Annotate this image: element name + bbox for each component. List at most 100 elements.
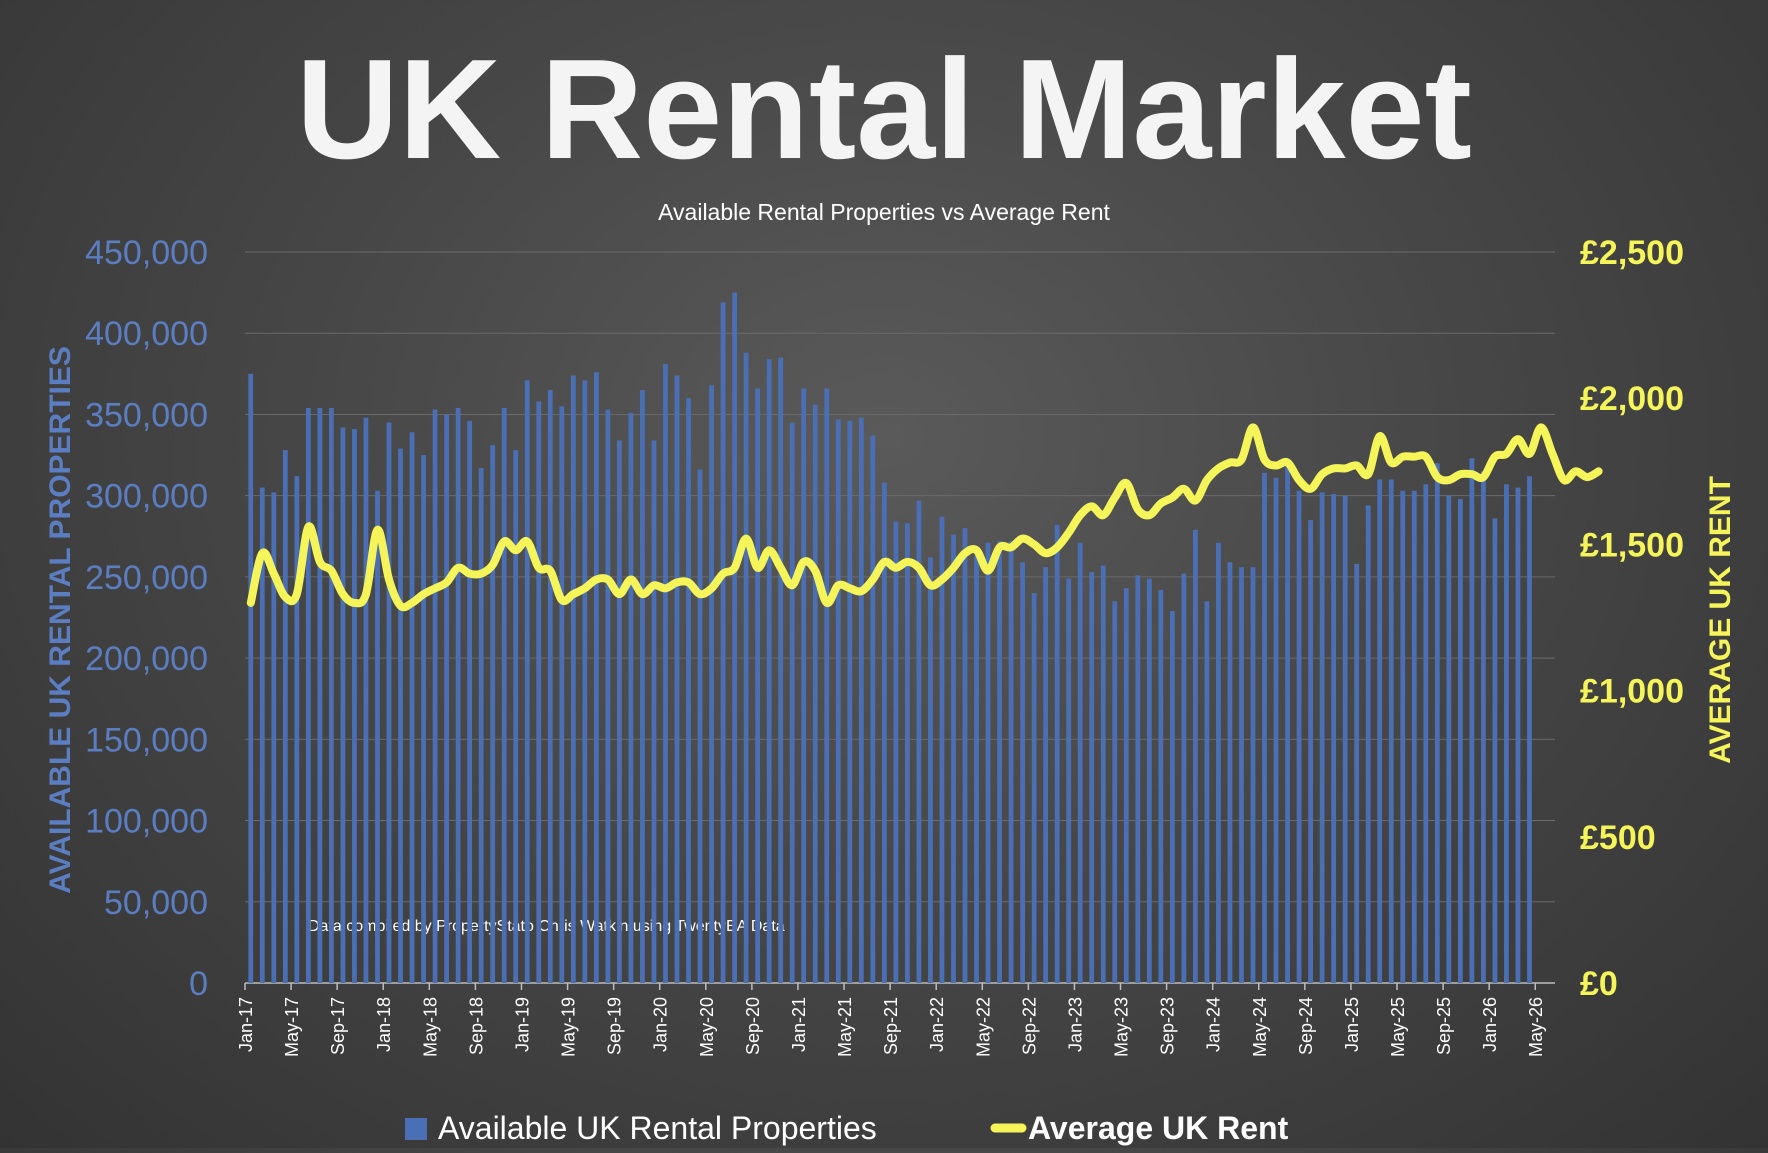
x-tick-label: Jan-20 — [651, 997, 671, 1052]
bar — [329, 407, 334, 983]
bar — [467, 420, 473, 983]
bar — [1169, 611, 1175, 983]
bar — [375, 490, 380, 983]
x-tick-label: Sep-19 — [605, 997, 625, 1055]
bar — [1262, 472, 1267, 983]
x-tick-label: Jan-19 — [512, 997, 532, 1052]
bar — [1077, 542, 1083, 983]
x-tick-label: Jan-21 — [789, 997, 809, 1052]
bar — [974, 555, 979, 983]
bar — [282, 450, 288, 983]
bar — [1365, 505, 1371, 983]
legend-swatch-bars — [405, 1118, 427, 1140]
x-tick-label: May-20 — [697, 997, 717, 1057]
y-right-tick-label: £500 — [1580, 819, 1656, 857]
bar — [847, 420, 853, 983]
bar — [605, 409, 611, 983]
y-left-tick-label: 200,000 — [85, 640, 208, 678]
bar — [271, 492, 277, 983]
x-tick-label: May-24 — [1250, 997, 1270, 1057]
bar — [709, 385, 714, 983]
bar — [674, 375, 680, 983]
bar — [559, 406, 565, 983]
y-right-tick-label: £2,500 — [1580, 234, 1684, 272]
y-left-axis-title: AVAILABLE UK RENTAL PROPERTIES — [44, 346, 77, 894]
x-tick-label: May-23 — [1112, 997, 1132, 1057]
bar — [1423, 484, 1429, 983]
bar — [1331, 494, 1337, 983]
y-right-axis-title: AVERAGE UK RENT — [1704, 476, 1737, 764]
x-tick-label: May-19 — [559, 997, 579, 1057]
x-tick-label: May-17 — [282, 997, 302, 1057]
chart-subtitle: Available Rental Properties vs Average R… — [658, 199, 1110, 225]
bar-series — [248, 292, 1532, 984]
bar — [686, 398, 691, 983]
x-tick-label: Sep-25 — [1434, 997, 1454, 1055]
bar — [409, 432, 415, 983]
x-tick-label: May-18 — [420, 997, 440, 1057]
rent-line — [246, 423, 1603, 612]
bar — [951, 534, 956, 983]
bar — [697, 469, 703, 984]
legend: Available UK Rental Properties Average U… — [405, 1110, 1289, 1146]
bar — [720, 302, 726, 983]
x-tick-label: Sep-22 — [1019, 997, 1039, 1055]
bar — [513, 450, 519, 983]
bar — [1158, 589, 1164, 983]
bar — [870, 435, 876, 983]
bar — [1031, 593, 1037, 983]
bar — [1527, 476, 1532, 983]
bar — [858, 417, 864, 983]
bar — [248, 373, 254, 983]
bar — [640, 390, 645, 984]
bar — [1089, 572, 1095, 983]
bar — [1066, 578, 1072, 983]
x-tick-label: Jan-17 — [236, 997, 256, 1052]
bar — [1296, 490, 1302, 983]
bar — [835, 419, 841, 984]
bar — [881, 482, 887, 983]
bar — [1446, 495, 1452, 983]
bar — [317, 407, 323, 983]
bar — [916, 500, 922, 983]
y-left-tick-label: 100,000 — [85, 803, 208, 841]
bar — [582, 380, 588, 983]
bar — [1112, 601, 1118, 983]
bar — [386, 422, 392, 984]
bar — [1100, 565, 1106, 983]
bar — [1020, 562, 1025, 983]
bar — [501, 407, 507, 983]
x-tick-label: Sep-20 — [743, 997, 763, 1055]
bar — [1227, 562, 1233, 983]
gridlines — [245, 251, 1555, 984]
bar — [743, 352, 749, 983]
bar — [1273, 477, 1279, 983]
bar — [432, 409, 438, 983]
bar — [1400, 490, 1406, 983]
bar — [1515, 487, 1521, 983]
bar — [1504, 484, 1509, 983]
x-tick-label: Sep-18 — [466, 997, 486, 1055]
bar — [1285, 461, 1290, 983]
y-left-tick-label: 0 — [189, 965, 208, 1003]
bar — [962, 528, 968, 983]
x-tick-label: May-25 — [1388, 997, 1408, 1057]
x-tick-label: Jan-25 — [1342, 997, 1362, 1052]
x-tick-label: Jan-22 — [927, 997, 947, 1052]
bar — [1388, 479, 1394, 983]
bar — [732, 292, 737, 984]
legend-label-line: Average UK Rent — [1028, 1110, 1289, 1146]
bar — [352, 429, 357, 983]
bar — [421, 455, 426, 983]
bar — [1054, 524, 1060, 983]
bar — [1342, 495, 1348, 983]
bar — [1181, 573, 1187, 983]
y-left-tick-labels: 0 50,000 100,000 150,000 200,000 250,000 300,0… — [85, 234, 208, 1003]
y-right-tick-labels: £0 £500 £1,000 £1,500 £2,000 £2,500 — [1580, 234, 1684, 1003]
bar — [939, 516, 945, 983]
bar — [444, 414, 449, 983]
bar — [294, 476, 300, 983]
bar — [398, 448, 403, 984]
bar — [812, 404, 818, 984]
